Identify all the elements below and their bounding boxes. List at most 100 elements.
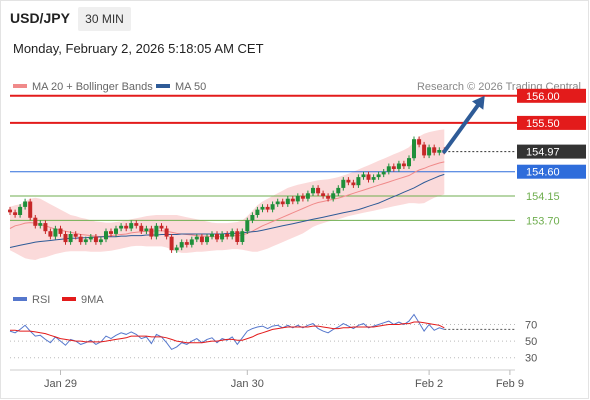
candle-body [129,223,134,229]
bollinger-band [10,129,445,260]
candle [53,225,58,240]
candle [407,155,411,169]
x-tick-label: Feb 2 [415,378,443,390]
candle-body [366,174,371,180]
candle-body [109,231,113,234]
price-label-0: 156.00 [526,91,560,103]
candle-body [28,201,33,218]
candle [341,177,346,191]
candle [114,225,118,237]
candle-body [240,231,245,242]
candle-body [235,231,240,242]
price-label-2: 154.97 [526,147,560,159]
candle-body [321,193,326,196]
price-label-5: 153.70 [526,215,560,227]
candle [270,201,275,213]
candle-body [260,206,265,210]
candle [245,217,250,234]
ma50-legend-label: MA 50 [175,81,206,93]
candle [321,190,326,199]
x-tick-label: Jan 30 [231,378,264,390]
candle [124,223,129,232]
candle [205,234,209,245]
candle-body [422,144,427,156]
candle [8,206,12,215]
candle [225,231,230,240]
candle-body [351,182,356,186]
price-label-box-0 [517,88,586,103]
candle-body [255,209,260,215]
candle-body [407,158,411,167]
candle-body [376,174,381,178]
candle-body [391,166,396,169]
candle [23,198,28,210]
candle [159,223,164,232]
candle [189,236,194,248]
candle-body [43,223,48,232]
candle [129,220,134,232]
candle-body [280,201,285,205]
candle [255,206,260,218]
candle [109,228,113,237]
candle [18,204,23,218]
candle [184,239,189,248]
candle-body [300,196,305,199]
candle-body [194,236,199,240]
candle [78,234,83,245]
candle-body [114,228,118,234]
candle [93,234,98,245]
candle [366,171,371,183]
candle-body [265,206,270,210]
candle-body [184,242,189,245]
candle [98,236,103,245]
candle-body [346,179,351,183]
candle [311,185,315,196]
candle [265,204,270,213]
candle [164,225,169,240]
price-label-1: 155.50 [526,118,560,130]
rsi-legend-swatch [13,297,27,301]
candle [235,228,240,245]
candle [300,193,305,202]
candle [356,174,361,188]
candle-body [53,228,58,237]
candle [427,144,432,159]
interval-button[interactable]: 30 MIN [78,7,131,31]
candle-body [341,179,346,188]
candle [417,136,422,148]
candle [351,179,356,188]
candle-body [154,225,159,237]
candle-body [124,225,129,229]
rsi-ma-legend-swatch [62,297,76,301]
ma50-legend-swatch [156,84,170,88]
candle-body [159,225,164,229]
price-label-box-3 [517,164,586,179]
candle [134,220,139,229]
candle-body [285,198,290,205]
candle [104,228,108,243]
datetime-label: Monday, February 2, 2026 5:18:05 AM CET [13,41,264,56]
bollinger-band-area [10,129,445,260]
candle-body [63,234,68,243]
candle-body [119,225,124,229]
candle [412,136,416,161]
candle-body [33,217,38,226]
candle-body [104,231,108,240]
candle-body [361,174,366,178]
candle-body [270,204,275,210]
candle-body [144,228,149,232]
candle-body [275,201,280,205]
candle-body [336,187,341,194]
candle [437,147,442,156]
candle-body [311,187,315,194]
candle [280,198,285,207]
price-label-box-1 [517,115,586,130]
candle-body [93,236,98,243]
candle-body [98,239,103,243]
candle [13,209,18,218]
candle [88,234,93,243]
candle-body [230,231,235,237]
candle [144,225,149,234]
forecast-arrow-head [472,95,485,110]
candle [73,231,78,240]
